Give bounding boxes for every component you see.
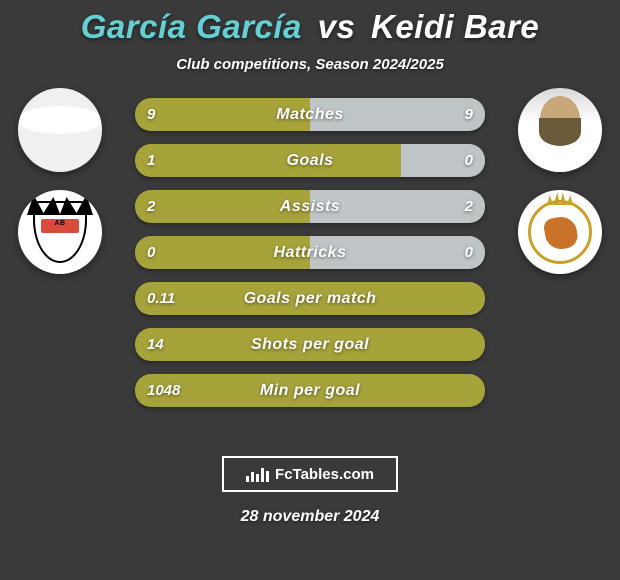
watermark: FcTables.com — [222, 456, 398, 492]
stat-row: Hattricks0 0 — [135, 236, 485, 269]
stat-value-left: 1048 — [147, 374, 180, 407]
title-vs: vs — [318, 8, 356, 45]
stat-row: Assists2 2 — [135, 190, 485, 223]
player1-column: AB — [0, 88, 120, 274]
player1-avatar — [18, 88, 102, 172]
stat-label: Shots per goal — [135, 328, 485, 361]
watermark-text: FcTables.com — [275, 466, 374, 483]
stat-row: Matches9 9 — [135, 98, 485, 131]
stat-value-left: 2 — [147, 190, 155, 223]
chart-icon — [246, 466, 269, 482]
date-text: 28 november 2024 — [0, 508, 620, 526]
page-title: García García vs Keidi Bare — [0, 8, 620, 46]
player2-club-logo — [518, 190, 602, 274]
player1-club-logo: AB — [18, 190, 102, 274]
stat-value-left: 9 — [147, 98, 155, 131]
stat-value-left: 1 — [147, 144, 155, 177]
comparison-card: García García vs Keidi Bare Club competi… — [0, 0, 620, 580]
title-player2: Keidi Bare — [371, 8, 539, 45]
subtitle: Club competitions, Season 2024/2025 — [0, 56, 620, 73]
stats-area: AB Matches99Goals10Assists22Hattricks00G… — [0, 98, 620, 438]
stat-value-right: 2 — [465, 190, 473, 223]
stat-value-right: 9 — [465, 98, 473, 131]
stat-label: Matches — [135, 98, 485, 131]
stat-value-right: 0 — [465, 144, 473, 177]
albacete-shield-icon: AB — [33, 201, 87, 263]
stat-value-left: 14 — [147, 328, 164, 361]
stat-value-left: 0 — [147, 236, 155, 269]
stat-row: Goals1 0 — [135, 144, 485, 177]
stat-row: Min per goal1048 — [135, 374, 485, 407]
stat-value-left: 0.11 — [147, 282, 175, 315]
stat-row: Shots per goal14 — [135, 328, 485, 361]
title-player1: García García — [81, 8, 302, 45]
stat-label: Assists — [135, 190, 485, 223]
stat-label: Goals — [135, 144, 485, 177]
player2-avatar — [518, 88, 602, 172]
stat-label: Goals per match — [135, 282, 485, 315]
stat-value-right: 0 — [465, 236, 473, 269]
stat-bars: Matches99Goals10Assists22Hattricks00Goal… — [135, 98, 485, 407]
stat-label: Min per goal — [135, 374, 485, 407]
zaragoza-crest-icon — [528, 200, 592, 264]
avatar-placeholder-shape — [18, 106, 102, 134]
stat-row: Goals per match0.11 — [135, 282, 485, 315]
stat-label: Hattricks — [135, 236, 485, 269]
player2-column — [500, 88, 620, 274]
